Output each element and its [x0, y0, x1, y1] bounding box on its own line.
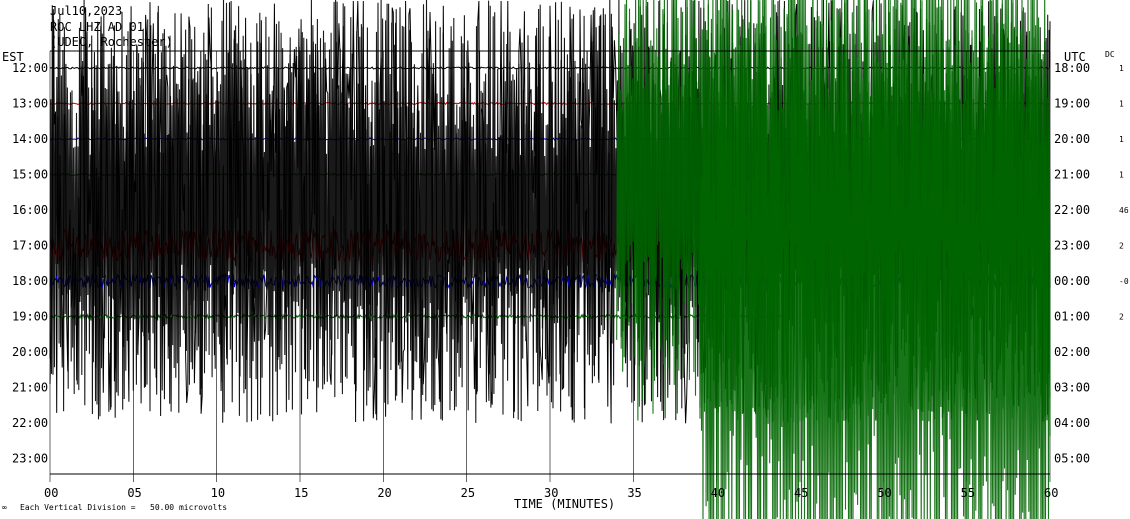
utc-hour-label: 05:00	[1054, 452, 1090, 466]
est-hour-labels: 12:00 13:00 14:00 15:00 16:00 17:00 18:00 19:00…	[12, 61, 48, 466]
dc-offset-value: 46	[1119, 206, 1129, 215]
utc-hour-label: 22:00	[1054, 203, 1090, 217]
seismic-bursts	[49, 0, 1051, 519]
utc-hour-label: 01:00	[1054, 310, 1090, 324]
utc-hour-label: 18:00	[1054, 61, 1090, 75]
dc-offset-value: -0	[1119, 277, 1129, 286]
x-tick-label: 55	[961, 486, 975, 500]
header-date: Jul10,2023	[50, 4, 122, 18]
utc-hour-label: 00:00	[1054, 274, 1090, 288]
dc-offset-value: 1	[1119, 135, 1124, 144]
utc-hour-label: 19:00	[1054, 97, 1090, 111]
dc-offset-value: 1	[1119, 64, 1124, 73]
utc-hour-label: 21:00	[1054, 168, 1090, 182]
utc-hour-label: 03:00	[1054, 381, 1090, 395]
x-tick-label: 00	[44, 486, 58, 500]
x-tick-label: 35	[627, 486, 641, 500]
x-tick-labels: 00 05 10 15 20 25 30 35 40 45 50 55 60	[44, 486, 1058, 500]
vertical-division-note: Each Vertical Division = 50.00 microvolt…	[20, 503, 227, 512]
est-hour-label: 15:00	[12, 168, 48, 182]
est-hour-label: 18:00	[12, 274, 48, 288]
x-axis-label: TIME (MINUTES)	[514, 497, 615, 511]
x-tick-label: 60	[1044, 486, 1058, 500]
est-hour-label: 20:00	[12, 345, 48, 359]
est-hour-label: 16:00	[12, 203, 48, 217]
dc-offset-value: 1	[1119, 100, 1124, 109]
scale-icon: ∞	[2, 503, 7, 512]
est-hour-label: 23:00	[12, 452, 48, 466]
est-hour-label: 17:00	[12, 239, 48, 253]
est-hour-label: 12:00	[12, 61, 48, 75]
x-tick-label: 40	[711, 486, 725, 500]
x-tick-label: 30	[544, 486, 558, 500]
dc-offset-values: 1 1 1 1 46 2 -0 2	[1119, 64, 1129, 322]
utc-hour-labels: 18:00 19:00 20:00 21:00 22:00 23:00 00:00 01:00…	[1054, 61, 1090, 466]
x-tick-label: 25	[461, 486, 475, 500]
dc-offset-value: 2	[1119, 242, 1124, 251]
seismic-burst-1900	[699, 0, 1051, 519]
header-station: ROC LHZ AD 01	[50, 20, 144, 34]
x-tick-label: 45	[794, 486, 808, 500]
est-hour-label: 14:00	[12, 132, 48, 146]
header-location: (UDEC, Rochester)	[50, 35, 173, 49]
left-axis-label: EST	[2, 50, 24, 64]
x-tick-label: 15	[294, 486, 308, 500]
dc-offset-value: 2	[1119, 313, 1124, 322]
est-hour-label: 22:00	[12, 416, 48, 430]
utc-hour-label: 20:00	[1054, 132, 1090, 146]
x-tick-label: 50	[877, 486, 891, 500]
utc-hour-label: 23:00	[1054, 239, 1090, 253]
est-hour-label: 13:00	[12, 97, 48, 111]
utc-hour-label: 02:00	[1054, 345, 1090, 359]
x-tick-label: 20	[377, 486, 391, 500]
est-hour-label: 19:00	[12, 310, 48, 324]
dc-offset-value: 1	[1119, 171, 1124, 180]
right-axis-label: UTC	[1064, 50, 1086, 64]
x-tick-label: 05	[127, 486, 141, 500]
utc-hour-label: 04:00	[1054, 416, 1090, 430]
est-hour-label: 21:00	[12, 381, 48, 395]
x-tick-label: 10	[211, 486, 225, 500]
dc-column-label: DC	[1105, 50, 1115, 59]
